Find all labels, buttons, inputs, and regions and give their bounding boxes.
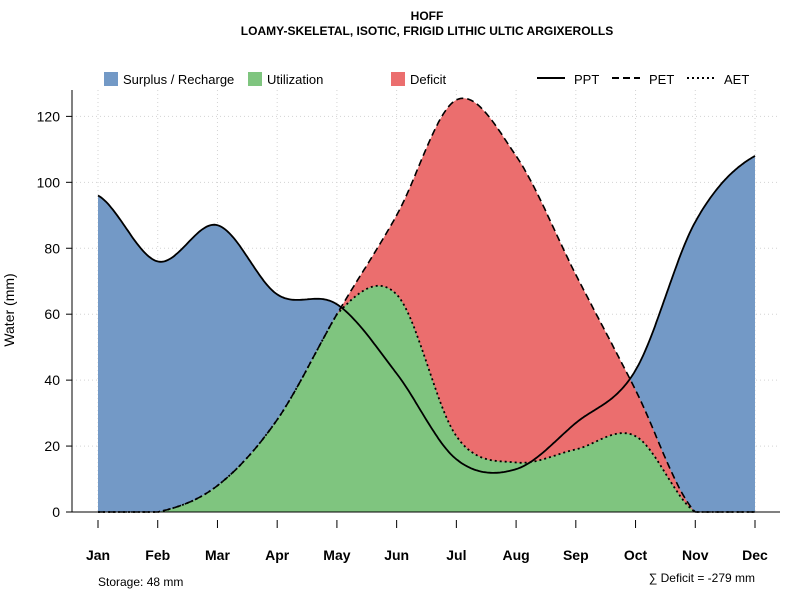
x-tick-label: Jan (86, 547, 110, 563)
ppt-line (97, 155, 756, 474)
storage-annotation: Storage: 48 mm (98, 575, 183, 589)
y-tick-label: 60 (44, 306, 60, 322)
x-tick-label: Dec (742, 547, 768, 563)
legend-swatch-surplus (104, 72, 118, 86)
utilization-area (98, 285, 755, 512)
legend-label-aet: AET (724, 72, 749, 87)
chart-title: HOFF (411, 9, 444, 23)
x-tick-label: Feb (145, 547, 170, 563)
x-tick-label: Sep (563, 547, 589, 563)
y-tick-label: 40 (44, 372, 60, 388)
chart-subtitle: LOAMY-SKELETAL, ISOTIC, FRIGID LITHIC UL… (241, 24, 613, 38)
y-tick-label: 20 (44, 438, 60, 454)
legend: Surplus / Recharge Utilization Deficit P… (104, 72, 749, 87)
legend-swatch-deficit (391, 72, 405, 86)
pet-line (98, 97, 755, 513)
surplus-area (98, 98, 755, 513)
x-tick-label: Nov (682, 547, 709, 563)
x-tick-label: Mar (205, 547, 230, 563)
legend-label-deficit: Deficit (410, 72, 447, 87)
x-tick-label: Aug (502, 547, 529, 563)
x-tick-label: Jun (384, 547, 409, 563)
y-tick-label: 80 (44, 240, 60, 256)
legend-label-surplus: Surplus / Recharge (123, 72, 234, 87)
deficit-area (98, 98, 755, 513)
x-tick-label: Jul (446, 547, 466, 563)
area-fills (98, 98, 755, 513)
legend-label-pet: PET (649, 72, 674, 87)
series-lines (97, 97, 756, 513)
y-tick-label: 0 (52, 504, 60, 520)
y-axis-title: Water (mm) (1, 273, 17, 346)
deficit-annotation: ∑ Deficit = -279 mm (649, 571, 755, 585)
x-tick-label: May (323, 547, 350, 563)
axes: 0 20 40 60 80 100 120 Jan Feb Mar Apr May Jun Jul Aug S… (37, 90, 780, 563)
y-tick-label: 120 (37, 108, 61, 124)
x-tick-label: Oct (624, 547, 648, 563)
legend-label-ppt: PPT (574, 72, 599, 87)
legend-label-utilization: Utilization (267, 72, 323, 87)
legend-swatch-utilization (248, 72, 262, 86)
y-tick-label: 100 (37, 174, 61, 190)
x-tick-label: Apr (265, 547, 290, 563)
